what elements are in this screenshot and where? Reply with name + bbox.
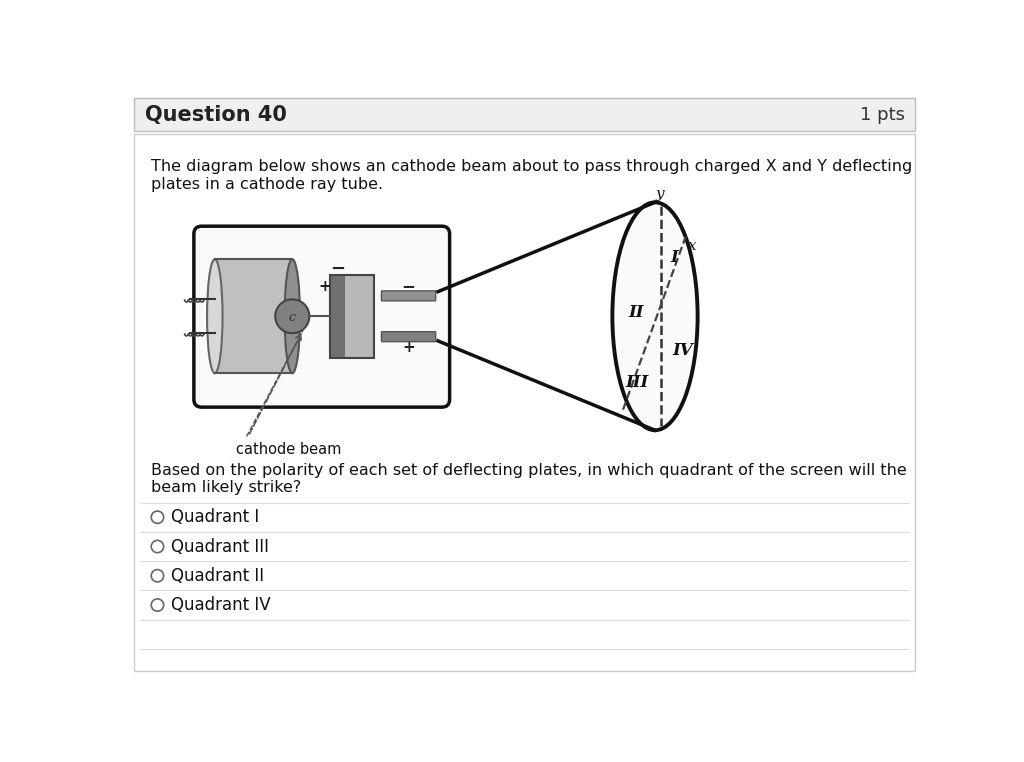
- Text: Quadrant I: Quadrant I: [171, 508, 260, 527]
- Text: x: x: [688, 239, 697, 253]
- Text: Question 40: Question 40: [145, 105, 287, 125]
- Text: −: −: [401, 277, 416, 295]
- Bar: [330, 274, 375, 358]
- Bar: [345, 274, 375, 358]
- Text: III: III: [626, 374, 649, 391]
- Text: Based on the polarity of each set of deflecting plates, in which quadrant of the: Based on the polarity of each set of def…: [152, 463, 907, 495]
- Bar: [330, 274, 345, 358]
- Text: Quadrant II: Quadrant II: [171, 567, 264, 584]
- Ellipse shape: [285, 259, 300, 373]
- Ellipse shape: [207, 259, 222, 373]
- Circle shape: [152, 599, 164, 611]
- Ellipse shape: [612, 203, 697, 431]
- Text: −: −: [330, 261, 345, 278]
- Circle shape: [152, 540, 164, 552]
- Circle shape: [152, 570, 164, 582]
- Text: 1 pts: 1 pts: [859, 107, 904, 124]
- Bar: [215, 259, 292, 373]
- Text: y: y: [655, 187, 664, 200]
- Text: cathode beam: cathode beam: [237, 442, 342, 456]
- Circle shape: [275, 299, 309, 333]
- FancyBboxPatch shape: [194, 226, 450, 407]
- Text: +: +: [318, 280, 331, 294]
- Text: The diagram below shows an cathode beam about to pass through charged X and Y de: The diagram below shows an cathode beam …: [152, 159, 912, 191]
- Circle shape: [152, 511, 164, 523]
- Text: IV: IV: [672, 342, 692, 359]
- Text: +: +: [402, 340, 415, 354]
- Text: Quadrant III: Quadrant III: [171, 537, 269, 555]
- FancyBboxPatch shape: [381, 291, 435, 301]
- Text: c: c: [289, 311, 296, 324]
- FancyBboxPatch shape: [134, 134, 915, 671]
- FancyBboxPatch shape: [134, 98, 915, 132]
- FancyBboxPatch shape: [381, 331, 435, 341]
- Text: Quadrant IV: Quadrant IV: [171, 596, 271, 614]
- Text: I: I: [671, 248, 678, 265]
- Text: II: II: [628, 304, 643, 321]
